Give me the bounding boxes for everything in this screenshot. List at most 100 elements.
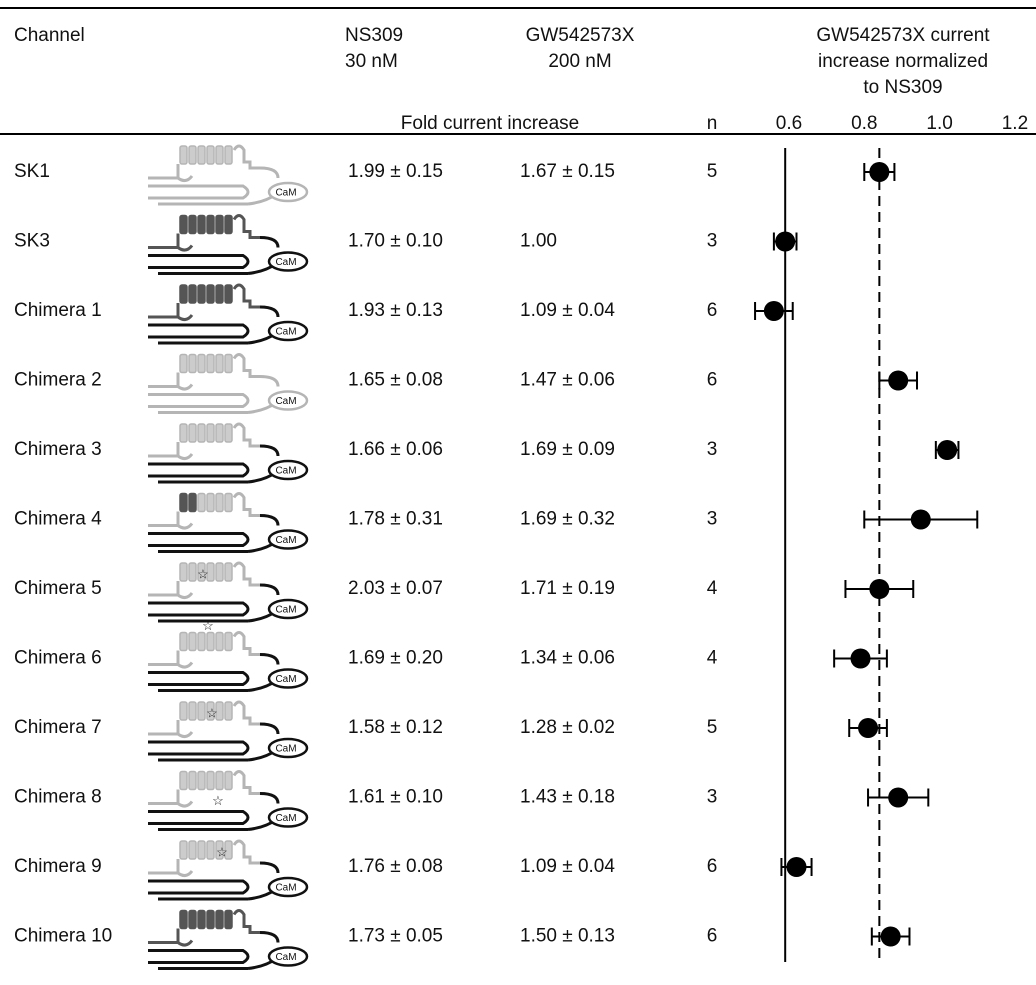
icon-loop: [148, 859, 194, 878]
icon-helix: [197, 492, 206, 513]
icon-helix: [224, 770, 233, 791]
icon-helix: [188, 770, 197, 791]
n-value: 4: [707, 648, 718, 669]
icon-helix: [215, 701, 224, 721]
icon-cam: [267, 459, 309, 481]
icon-helix: [179, 909, 188, 930]
n-value: 5: [707, 161, 718, 182]
icon-label: CaM: [275, 813, 296, 824]
data-point: [786, 857, 807, 877]
icon-cam: [267, 737, 309, 759]
data-point: [763, 301, 784, 321]
icon-helix: [215, 631, 224, 652]
icon-loop: [232, 909, 260, 934]
icon-label: CaM: [275, 952, 296, 963]
icon-cam: [267, 251, 309, 272]
icon-helix: [179, 423, 188, 443]
icon-label: CaM: [275, 466, 296, 477]
channel-name: Chimera 8: [14, 787, 102, 808]
header-fold: Fold current increase: [401, 113, 579, 134]
icon-helix: [224, 631, 233, 652]
n-value: 6: [707, 300, 718, 321]
icon-helix: [179, 631, 188, 652]
icon-helix: [206, 423, 215, 443]
ns309-value: 1.78 ± 0.31: [348, 509, 443, 530]
icon-loop: [232, 770, 260, 795]
icon-loop: [148, 254, 250, 275]
icon-helix: [215, 840, 224, 860]
ns309-value: 2.03 ± 0.07: [348, 578, 443, 599]
icon-helix: [179, 840, 188, 860]
icon-label: CaM: [275, 535, 296, 546]
channel-name: SK3: [14, 231, 50, 252]
icon-helix: [224, 840, 233, 860]
icon-helix: [179, 145, 188, 165]
icon-helix: [224, 423, 233, 443]
channel-icon: CaM: [148, 909, 309, 970]
icon-helix: [215, 423, 224, 443]
channel-name: Chimera 6: [14, 648, 102, 669]
header-gw: GW542573X: [526, 25, 635, 46]
icon-helix: [224, 214, 233, 235]
icon-loop: [232, 144, 260, 170]
icon-loop: [148, 233, 194, 252]
header-gw: 200 nM: [548, 51, 611, 72]
channel-name: Chimera 5: [14, 578, 102, 599]
icon-helix: [206, 840, 215, 860]
data-point: [888, 787, 909, 808]
icon-loop: [232, 283, 260, 309]
gw-value: 1.69 ± 0.32: [520, 509, 615, 530]
icon-loop: [148, 879, 250, 901]
data-point: [869, 579, 890, 599]
channel-name: Chimera 1: [14, 300, 102, 321]
icon-helix: [197, 145, 206, 165]
icon-loop: [148, 740, 250, 762]
n-value: 6: [707, 926, 718, 947]
icon-helix: [206, 909, 215, 930]
header-ns309: NS309: [345, 25, 403, 46]
n-value: 3: [707, 509, 718, 530]
icon-helix: [224, 145, 233, 165]
icon-helix: [188, 145, 197, 165]
icon-helix: [206, 353, 215, 374]
icon-helix: [197, 701, 206, 721]
n-value: 6: [707, 856, 718, 877]
gw-value: 1.67 ± 0.15: [520, 161, 615, 182]
icon-cam: [267, 320, 309, 342]
icon-helix: [224, 284, 233, 304]
gw-value: 1.47 ± 0.06: [520, 370, 615, 391]
ns309-value: 1.61 ± 0.10: [348, 787, 443, 808]
icon-helix: [206, 631, 215, 652]
n-value: 6: [707, 370, 718, 391]
channel-icon: CaM ☆: [148, 770, 309, 831]
x-tick-label: 1.0: [926, 113, 952, 134]
x-tick-label: 1.2: [1002, 113, 1028, 134]
data-point: [850, 648, 871, 669]
icon-helix: [215, 770, 224, 791]
icon-loop: [232, 214, 260, 239]
icon-loop: [232, 561, 260, 587]
icon-loop: [148, 372, 194, 391]
icon-helix: [188, 353, 197, 374]
icon-loop: [232, 422, 260, 448]
icon-label: CaM: [275, 327, 296, 338]
icon-helix: [188, 840, 197, 860]
icon-label: CaM: [275, 605, 296, 616]
header-ns309: 30 nM: [345, 51, 398, 72]
channel-icon: CaM ☆: [148, 700, 309, 762]
gw-value: 1.00: [520, 231, 557, 252]
gw-value: 1.28 ± 0.02: [520, 717, 615, 738]
icon-helix: [197, 631, 206, 652]
icon-cam: [267, 598, 309, 620]
header-normalized: to NS309: [863, 77, 942, 98]
icon-helix: [179, 284, 188, 304]
icon-helix: [188, 214, 197, 235]
icon-helix: [215, 909, 224, 930]
icon-label: CaM: [275, 396, 296, 407]
channel-icon: CaM ☆: [148, 561, 309, 623]
icon-helix: [179, 353, 188, 374]
ns309-value: 1.76 ± 0.08: [348, 856, 443, 877]
icon-helix: [179, 492, 188, 513]
icon-cam: [267, 390, 309, 411]
header-channel: Channel: [14, 25, 85, 46]
